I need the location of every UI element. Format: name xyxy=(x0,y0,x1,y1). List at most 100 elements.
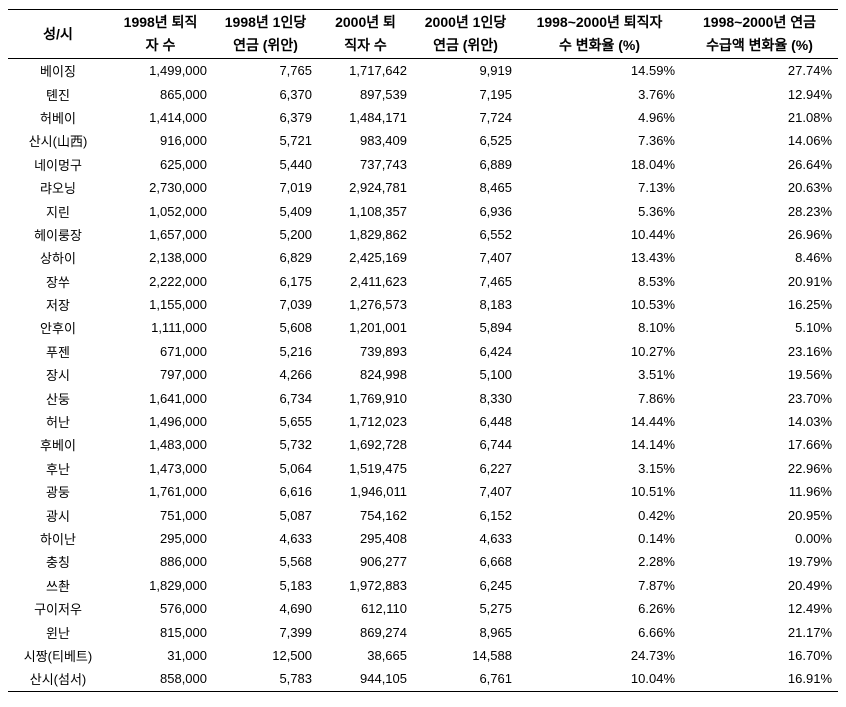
pension-1998-cell: 6,379 xyxy=(279,109,312,125)
retirees-1998-cell: 1,483,000 xyxy=(149,437,207,453)
pension-1998-cell: 6,175 xyxy=(279,273,312,289)
pension-change-cell: 16.70% xyxy=(787,647,832,663)
retirees-1998-cell: 1,155,000 xyxy=(149,297,207,313)
col-header-1998-pension-per-capita: 1998년 1인당 연금 (위안) xyxy=(213,9,318,59)
pension-change-cell: 27.74% xyxy=(787,63,832,79)
retirees-2000-cell: 38,665 xyxy=(367,647,407,663)
retirees-2000-cell: 1,829,862 xyxy=(349,226,407,242)
pension-1998-cell: 4,633 xyxy=(279,531,312,546)
province-cell: 산둥 xyxy=(46,391,70,407)
pension-2000-cell: 6,525 xyxy=(479,133,512,149)
province-cell: 저장 xyxy=(46,298,70,314)
retiree-change-cell: 7.87% xyxy=(638,577,675,593)
table-header: 성/시 1998년 퇴직 자 수 1998년 1인당 연금 (위안) 2000년… xyxy=(8,9,838,59)
header-line: 수 변화율 (%) xyxy=(558,37,641,53)
retirees-2000-cell: 897,539 xyxy=(360,86,407,102)
table-row: 허베이 1,414,000 6,379 1,484,171 7,724 4.96… xyxy=(8,106,838,129)
pension-1998-cell: 4,690 xyxy=(279,601,312,617)
table-row: 충칭 886,000 5,568 906,277 6,668 2.28% 19.… xyxy=(8,550,838,573)
pension-1998-cell: 7,019 xyxy=(279,180,312,196)
pension-1998-cell: 5,064 xyxy=(279,460,312,476)
table-row: 안후이 1,111,000 5,608 1,201,001 5,894 8.10… xyxy=(8,316,838,339)
retirees-1998-cell: 2,730,000 xyxy=(149,180,207,196)
table-row: 후난 1,473,000 5,064 1,519,475 6,227 3.15%… xyxy=(8,457,838,480)
retirees-1998-cell: 1,499,000 xyxy=(149,63,207,79)
pension-2000-cell: 6,152 xyxy=(479,507,512,523)
header-line: 수급액 변화율 (%) xyxy=(706,37,813,53)
retirees-1998-cell: 1,052,000 xyxy=(149,203,207,219)
pension-change-cell: 17.66% xyxy=(787,437,832,453)
retirees-1998-cell: 858,000 xyxy=(160,671,207,687)
retiree-change-cell: 4.96% xyxy=(638,109,675,125)
retiree-change-cell: 14.14% xyxy=(630,437,675,453)
table-row: 산시(山西) 916,000 5,721 983,409 6,525 7.36%… xyxy=(8,129,838,152)
retirees-1998-cell: 1,111,000 xyxy=(151,320,207,336)
retiree-change-cell: 3.51% xyxy=(638,367,675,383)
header-line: 자 수 xyxy=(145,37,176,53)
pension-change-cell: 0.00% xyxy=(795,531,832,546)
retiree-change-cell: 10.53% xyxy=(630,297,675,313)
retirees-2000-cell: 295,408 xyxy=(360,531,407,546)
province-cell: 장쑤 xyxy=(46,274,70,290)
retiree-change-cell: 6.66% xyxy=(638,624,675,640)
retirees-2000-cell: 906,277 xyxy=(360,554,407,570)
retirees-1998-cell: 1,657,000 xyxy=(149,226,207,242)
table-row: 산시(섬서) 858,000 5,783 944,105 6,761 10.04… xyxy=(8,667,838,691)
pension-1998-cell: 5,440 xyxy=(279,156,312,172)
pension-change-cell: 22.96% xyxy=(787,460,832,476)
retirees-2000-cell: 1,108,357 xyxy=(349,203,407,219)
retiree-change-cell: 18.04% xyxy=(630,156,675,172)
retiree-change-cell: 3.15% xyxy=(638,460,675,476)
table-row: 네이멍구 625,000 5,440 737,743 6,889 18.04% … xyxy=(8,153,838,176)
retiree-change-cell: 8.10% xyxy=(638,320,675,336)
retiree-change-cell: 10.44% xyxy=(630,226,675,242)
retirees-2000-cell: 1,201,001 xyxy=(349,320,407,336)
retirees-2000-cell: 983,409 xyxy=(360,133,407,149)
pension-2000-cell: 4,633 xyxy=(479,531,512,546)
pension-1998-cell: 5,216 xyxy=(279,343,312,359)
province-cell: 산시(山西) xyxy=(28,134,88,150)
table-row: 쓰촨 1,829,000 5,183 1,972,883 6,245 7.87%… xyxy=(8,574,838,597)
pension-1998-cell: 7,399 xyxy=(279,624,312,640)
retirees-1998-cell: 797,000 xyxy=(160,367,207,383)
pension-change-cell: 12.94% xyxy=(787,86,832,102)
pension-2000-cell: 5,100 xyxy=(479,367,512,383)
pension-1998-cell: 5,409 xyxy=(279,203,312,219)
header-line: 1998년 1인당 xyxy=(224,14,307,30)
col-header-retiree-change-rate: 1998~2000년 퇴직자 수 변화율 (%) xyxy=(518,9,681,59)
retirees-1998-cell: 865,000 xyxy=(160,86,207,102)
pension-change-cell: 14.06% xyxy=(787,133,832,149)
pension-1998-cell: 12,500 xyxy=(272,647,312,663)
table-row: 저장 1,155,000 7,039 1,276,573 8,183 10.53… xyxy=(8,293,838,316)
retiree-change-cell: 8.53% xyxy=(638,273,675,289)
province-cell: 광시 xyxy=(46,508,70,524)
pension-change-cell: 16.91% xyxy=(787,671,832,687)
pension-1998-cell: 7,039 xyxy=(279,297,312,313)
province-cell: 푸젠 xyxy=(46,344,70,360)
pension-2000-cell: 8,183 xyxy=(479,297,512,313)
pension-2000-cell: 14,588 xyxy=(472,647,512,663)
pension-2000-cell: 8,330 xyxy=(479,390,512,406)
retirees-1998-cell: 295,000 xyxy=(160,531,207,546)
pension-1998-cell: 6,734 xyxy=(279,390,312,406)
retirees-1998-cell: 576,000 xyxy=(160,601,207,617)
header-line: 2000년 1인당 xyxy=(424,14,507,30)
retiree-change-cell: 10.04% xyxy=(630,671,675,687)
pension-2000-cell: 7,407 xyxy=(479,484,512,500)
pension-change-cell: 26.96% xyxy=(787,226,832,242)
table-row: 구이저우 576,000 4,690 612,110 5,275 6.26% 1… xyxy=(8,597,838,620)
pension-1998-cell: 5,200 xyxy=(279,226,312,242)
header-line: 1998~2000년 연금 xyxy=(703,14,816,30)
pension-1998-cell: 6,370 xyxy=(279,86,312,102)
col-header-pension-change-rate: 1998~2000년 연금 수급액 변화율 (%) xyxy=(681,9,838,59)
table-row: 상하이 2,138,000 6,829 2,425,169 7,407 13.4… xyxy=(8,246,838,269)
retiree-change-cell: 5.36% xyxy=(638,203,675,219)
retiree-change-cell: 2.28% xyxy=(638,554,675,570)
pension-change-cell: 20.91% xyxy=(787,273,832,289)
table-row: 후베이 1,483,000 5,732 1,692,728 6,744 14.1… xyxy=(8,433,838,456)
col-header-2000-retirees: 2000년 퇴 직자 수 xyxy=(318,9,413,59)
retirees-1998-cell: 671,000 xyxy=(160,343,207,359)
province-cell: 산시(섬서) xyxy=(29,672,87,688)
header-line: 1998~2000년 퇴직자 xyxy=(536,14,663,30)
pension-2000-cell: 6,668 xyxy=(479,554,512,570)
